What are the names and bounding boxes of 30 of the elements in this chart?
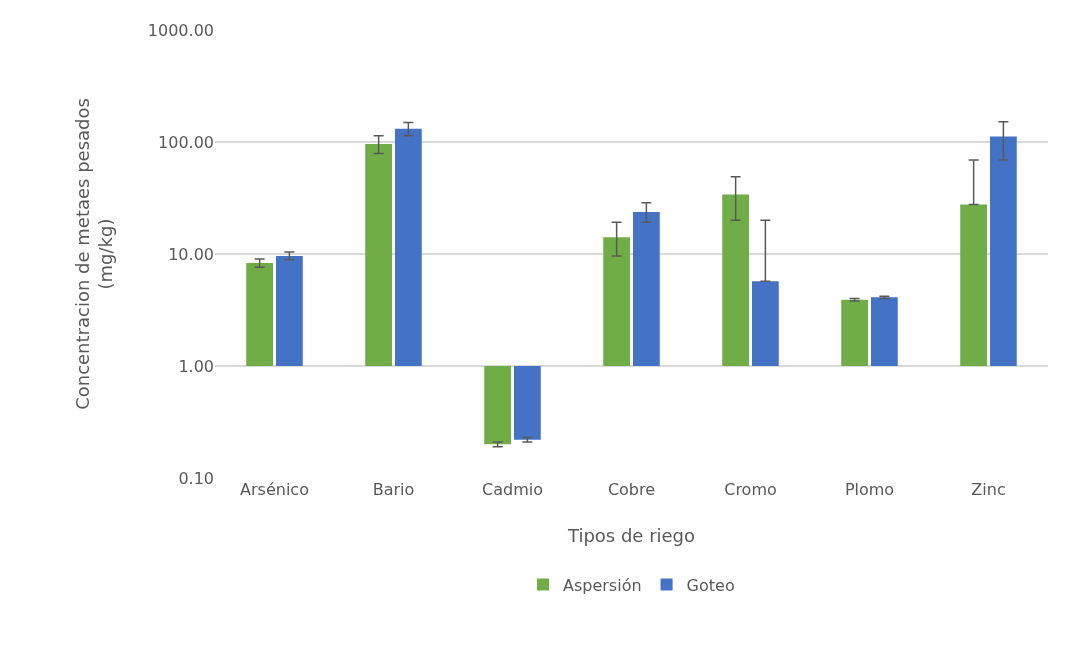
y-tick-label: 100.00 [158, 132, 214, 152]
x-axis-title: Tipos de riego [566, 525, 696, 546]
x-tick-label: Plomo [844, 480, 895, 499]
x-tick-label: Cobre [607, 480, 656, 499]
legend-label: Goteo [686, 575, 735, 595]
y-tick-label: 0.10 [178, 468, 214, 488]
y-axis-title: Concentracion de metaes pesados (mg/kg) [71, 98, 117, 410]
y-tick-label: 10.00 [168, 244, 214, 264]
y-tick-label: 1000.00 [147, 20, 214, 40]
legend-label: Aspersión [563, 575, 642, 595]
bar [484, 366, 512, 445]
x-tick-label: Cadmio [482, 480, 543, 499]
bar [275, 255, 303, 366]
bar [603, 237, 631, 366]
bar [394, 128, 422, 366]
x-tick-label: Cromo [724, 480, 777, 499]
bar [989, 136, 1017, 366]
x-tick-label: Zinc [971, 480, 1006, 499]
bar [722, 194, 750, 366]
y-tick-label: 1.00 [178, 356, 214, 376]
x-tick-label: Bario [372, 480, 415, 499]
x-tick-label: Arsénico [240, 480, 309, 499]
bar [960, 204, 988, 366]
bar [246, 263, 274, 366]
bar [841, 299, 869, 366]
bar [513, 366, 541, 440]
bar [870, 297, 898, 366]
bar [365, 143, 393, 366]
bar [751, 281, 779, 366]
bar [632, 212, 660, 366]
